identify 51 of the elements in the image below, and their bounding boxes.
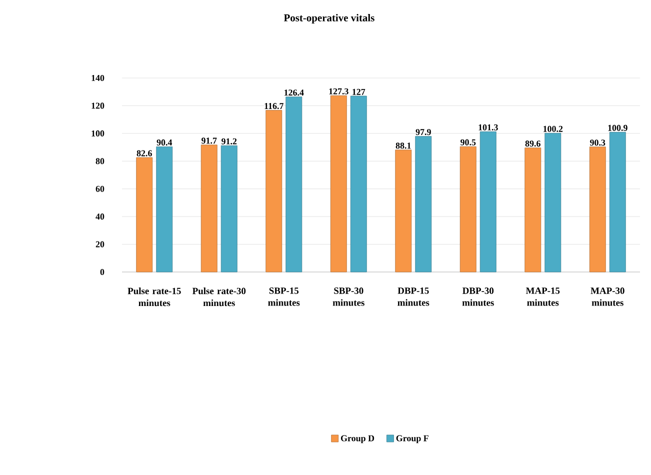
bar (524, 148, 542, 272)
data-label: 116.7 (264, 103, 284, 110)
x-tick-label: SBP-30 minutes (332, 288, 364, 306)
data-label: 100.2 (544, 126, 563, 132)
y-tick-label: 120 (92, 102, 104, 109)
y-tick-label: 0 (100, 268, 104, 276)
y-tick-label: 80 (96, 158, 104, 164)
bar (350, 96, 367, 272)
x-tick-label: SBP-15 minutes (268, 288, 300, 306)
bar (480, 131, 496, 272)
y-tick-label: 60 (96, 186, 104, 192)
y-tick-label: 40 (96, 214, 104, 220)
y-tick-label: 20 (96, 241, 104, 248)
data-label: 127.3 (329, 88, 348, 94)
legend-label: Group D (340, 435, 374, 444)
data-label: 90.3 (590, 140, 606, 146)
data-label: 89.6 (525, 140, 540, 147)
data-label: 90.5 (460, 139, 476, 146)
bar (330, 95, 347, 272)
bar (544, 132, 562, 272)
bar (460, 146, 476, 272)
bar (589, 146, 606, 272)
x-tick-label: Pulse rate-15 minutes (128, 288, 181, 306)
x-tick-label: Pulse rate-30 minutes (192, 288, 246, 306)
x-tick-label: DBP-30 minutes (462, 288, 494, 306)
bar (136, 157, 153, 272)
x-tick-label: MAP-15 minutes (526, 288, 560, 306)
data-label: 101.3 (478, 124, 498, 130)
bar (200, 144, 218, 272)
y-tick-label: 140 (92, 74, 104, 82)
bar (266, 110, 282, 272)
data-label: 88.1 (396, 142, 411, 149)
data-label: 90.4 (156, 139, 172, 146)
chart-title: Post-operative vitals (284, 14, 374, 24)
data-label: 100.9 (608, 124, 628, 131)
y-tick-label: 100 (92, 130, 104, 136)
data-label: 91.2 (222, 138, 237, 144)
bar (220, 145, 238, 272)
data-label: 127 (352, 88, 366, 95)
data-label: 97.9 (416, 129, 431, 136)
data-label: 91.7 (202, 138, 217, 144)
bar (609, 132, 626, 272)
data-label: 126.4 (284, 90, 304, 96)
bar (156, 146, 173, 272)
x-tick-label: MAP-30 minutes (590, 288, 624, 306)
legend-label: Group F (396, 435, 428, 444)
bar (395, 150, 412, 272)
data-label: 82.6 (136, 150, 152, 156)
x-tick-label: DBP-15 minutes (398, 288, 430, 306)
bar (415, 136, 432, 272)
bar (286, 96, 302, 272)
